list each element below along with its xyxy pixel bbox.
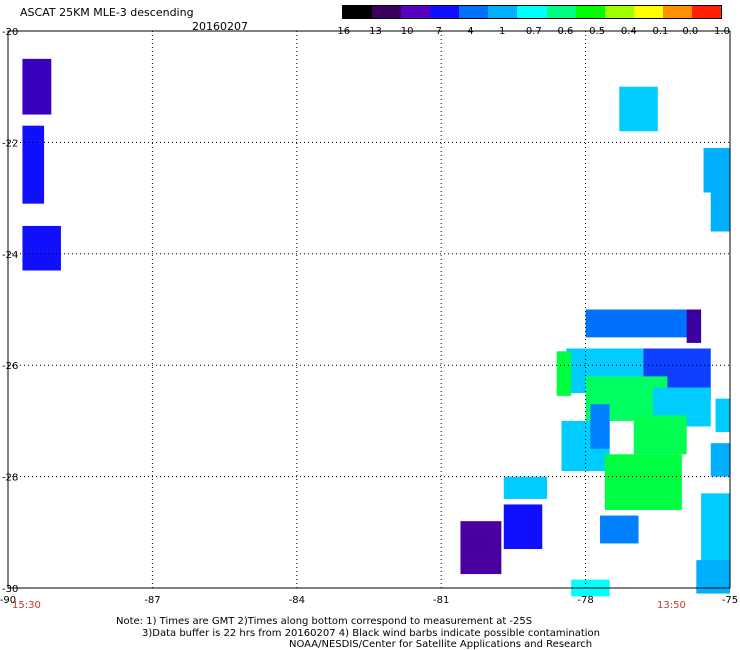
colorbar	[342, 5, 722, 19]
data-cell	[715, 398, 730, 433]
colorbar-swatch	[343, 6, 373, 18]
note-line-2: 3)Data buffer is 22 hrs from 20160207 4)…	[142, 628, 600, 639]
colorbar-swatch	[459, 6, 489, 18]
data-cell	[600, 515, 639, 544]
axis-ticks: -90 -87 -84 -81 -78 -75 -20 -22 -24 -26 -28 -30	[0, 27, 738, 606]
colorbar-swatch	[662, 6, 692, 18]
data-cell	[585, 309, 697, 338]
y-tick-label: -26	[2, 361, 18, 372]
chart-title: ASCAT 25KM MLE-3 descending	[20, 6, 194, 19]
map-frame	[7, 30, 731, 589]
data-cell	[710, 443, 730, 477]
colorbar-swatch	[604, 6, 634, 18]
data-cell	[710, 192, 730, 232]
x-tick-label: -81	[433, 595, 449, 606]
colorbar-swatch	[691, 6, 722, 18]
data-cell	[604, 454, 682, 511]
x-tick-label: -78	[577, 595, 593, 606]
data-cell	[696, 560, 730, 594]
colorbar-swatch	[372, 6, 402, 18]
grid-lines	[8, 31, 730, 588]
colorbar-swatch	[633, 6, 663, 18]
colorbar-swatch	[430, 6, 460, 18]
data-cell	[556, 351, 572, 396]
data-cell	[503, 476, 548, 499]
y-tick-label: -30	[2, 584, 18, 595]
data-cell	[460, 521, 502, 575]
colorbar-swatch	[575, 6, 605, 18]
data-cell	[22, 225, 61, 271]
data-cell	[686, 309, 702, 343]
data-cell	[22, 58, 52, 115]
data-cell	[619, 86, 658, 132]
data-cell	[703, 147, 730, 193]
data-cell	[503, 504, 543, 550]
y-tick-label: -28	[2, 473, 18, 484]
y-tick-label: -20	[2, 27, 18, 38]
x-tick-label: -87	[144, 595, 160, 606]
colorbar-swatch	[488, 6, 518, 18]
note-line-3: NOAA/NESDIS/Center for Satellite Applica…	[289, 639, 593, 650]
data-cell	[633, 415, 687, 455]
colorbar-swatch	[401, 6, 431, 18]
x-tick-label: -84	[289, 595, 305, 606]
date-label: 20160207	[192, 20, 248, 33]
colorbar-swatch	[517, 6, 547, 18]
data-cell	[22, 125, 45, 204]
time-left: 15:30	[12, 600, 41, 611]
note-line-1: Note: 1) Times are GMT 2)Times along bot…	[116, 616, 533, 627]
y-tick-label: -22	[2, 138, 18, 149]
data-cells	[22, 58, 730, 597]
time-right: 13:50	[657, 600, 686, 611]
data-cell	[590, 404, 610, 449]
x-tick-label: -75	[722, 595, 738, 606]
colorbar-swatch	[546, 6, 576, 18]
x-tick-label: -90	[0, 595, 16, 606]
y-tick-label: -24	[2, 250, 18, 261]
